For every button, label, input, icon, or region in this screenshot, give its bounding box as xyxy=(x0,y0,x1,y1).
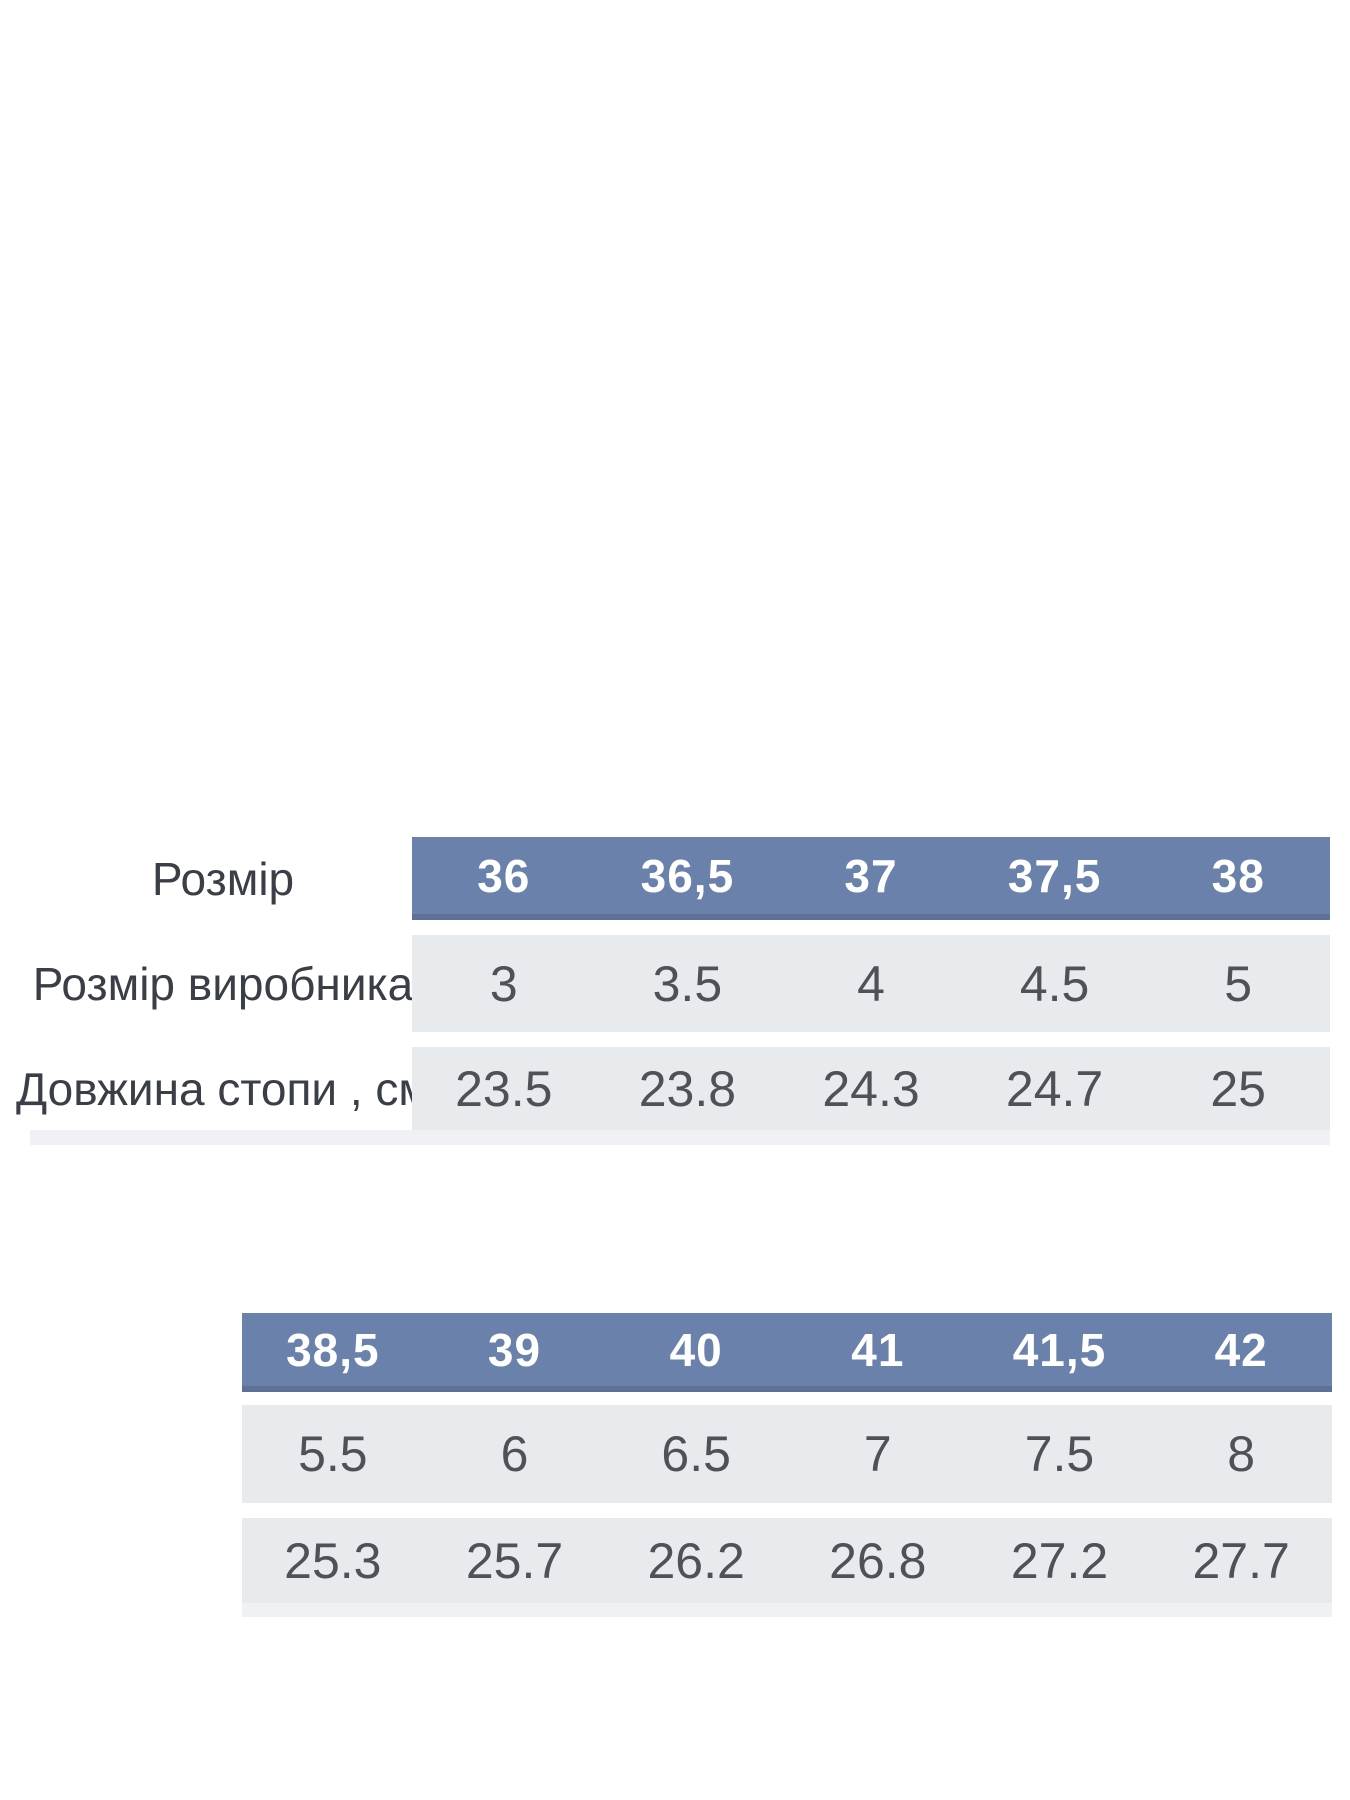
table1-value-cell: 5 xyxy=(1224,955,1253,1012)
table1-header-cell: 37,5 xyxy=(1007,849,1102,902)
table1-value-cell: 4.5 xyxy=(1019,955,1090,1012)
table1-row-label-size: Розмір xyxy=(151,852,295,905)
table2-value-cell: 5.5 xyxy=(298,1426,368,1482)
table1-row-label-foot-length: Довжина стопи , см xyxy=(15,1062,431,1115)
table2-value-cell: 26.8 xyxy=(829,1532,927,1589)
table2-value-cell: 7.5 xyxy=(1024,1426,1095,1482)
table1-value-cell: 4 xyxy=(857,955,885,1012)
table2-value-cell: 8 xyxy=(1227,1426,1256,1482)
table2-value-cell: 25.3 xyxy=(284,1532,382,1589)
table1-value-cell: 24.3 xyxy=(822,1060,920,1117)
table2-header-cell: 38,5 xyxy=(286,1323,380,1376)
table2-header-cell: 40 xyxy=(669,1323,723,1376)
table2-value-cell: 7 xyxy=(863,1426,892,1482)
table2-bottom-divider xyxy=(242,1603,1332,1617)
table2-value-cell: 6.5 xyxy=(661,1426,731,1482)
table1-header-row: 36 36,5 37 37,5 38 xyxy=(412,837,1330,920)
table2-header-cell: 42 xyxy=(1214,1323,1268,1376)
table2-value-cell: 27.2 xyxy=(1010,1532,1109,1589)
table2-value-cell: 25.7 xyxy=(465,1532,564,1589)
table1-bottom-divider xyxy=(30,1130,1330,1145)
table2-value-cell: 26.2 xyxy=(647,1532,745,1589)
table1-header-cell: 36,5 xyxy=(640,849,735,902)
table1-row-label-manufacturer-size: Розмір виробника xyxy=(32,957,414,1010)
table2-value-cell: 27.7 xyxy=(1192,1532,1290,1589)
table1-value-cell: 25 xyxy=(1210,1060,1266,1117)
table2-header-cell: 39 xyxy=(487,1323,542,1376)
table2-manufacturer-size-row: 5.5 6 6.5 7 7.5 8 xyxy=(242,1405,1332,1503)
table1-header-cell: 37 xyxy=(844,849,898,902)
table2-header-cell: 41 xyxy=(851,1323,905,1376)
table2-foot-length-row: 25.3 25.7 26.2 26.8 27.2 27.7 xyxy=(242,1518,1332,1603)
table2-header-cell: 41,5 xyxy=(1012,1323,1107,1376)
table1-value-cell: 24.7 xyxy=(1005,1060,1104,1117)
table1-header-cell: 36 xyxy=(477,849,531,902)
table1-foot-length-row: 23.5 23.8 24.3 24.7 25 xyxy=(412,1047,1330,1130)
table1-manufacturer-size-row: 3 3.5 4 4.5 5 xyxy=(412,935,1330,1032)
table1-header-cell: 38 xyxy=(1211,849,1265,902)
table1-value-cell: 3.5 xyxy=(652,955,723,1012)
table1-value-cell: 3 xyxy=(489,955,518,1012)
table1-value-cell: 23.8 xyxy=(638,1060,737,1117)
table1-value-cell: 23.5 xyxy=(455,1060,553,1117)
table2-value-cell: 6 xyxy=(500,1426,529,1482)
table2-header-row: 38,5 39 40 41 41,5 42 xyxy=(242,1313,1332,1392)
